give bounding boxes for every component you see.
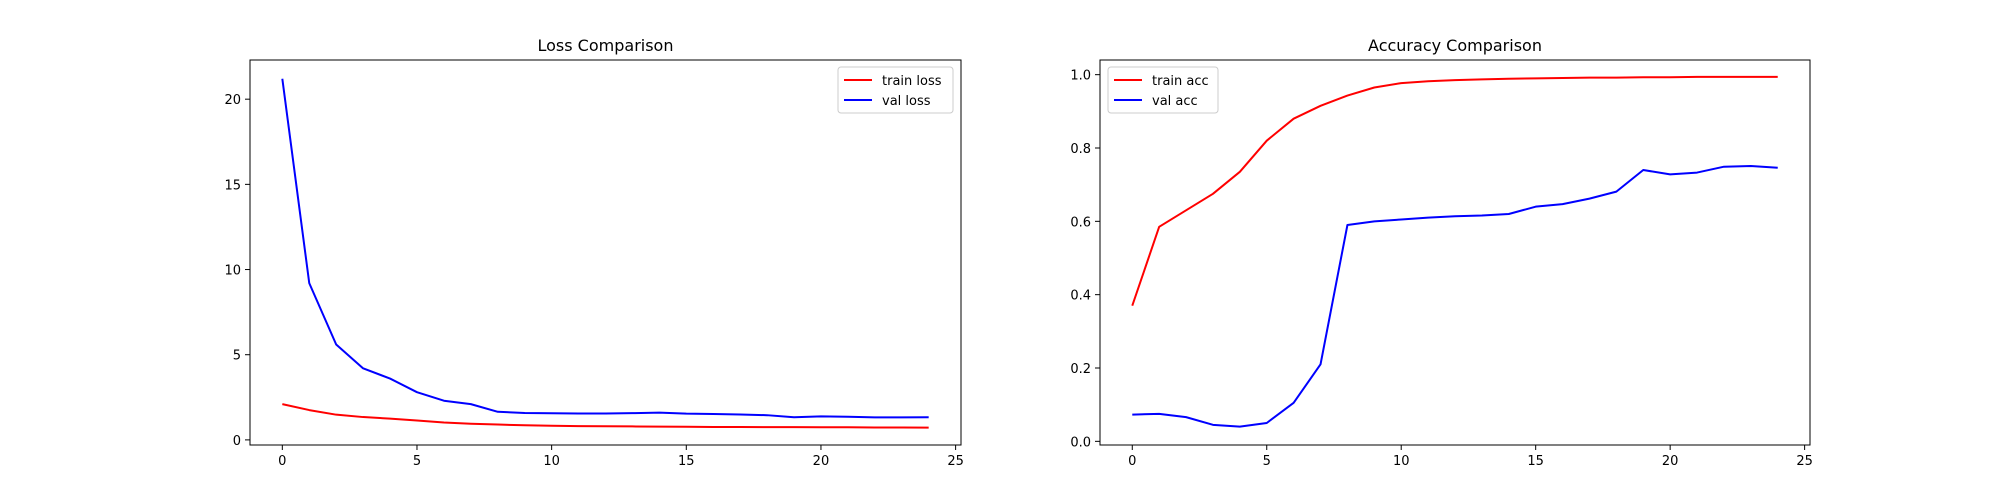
loss-plot-lines [281, 78, 929, 429]
loss-axis-ticks: 0 5 10 15 20 25 0 5 10 15 20 [224, 93, 963, 469]
accuracy-x-tick-label-0: 0 [1128, 454, 1136, 469]
loss-x-tick-label-10: 10 [543, 454, 560, 469]
accuracy-x-tick-label-15: 15 [1527, 454, 1544, 469]
series-line-val-acc [1132, 164, 1778, 428]
legend-label-val-acc: val acc [1152, 94, 1198, 109]
accuracy-y-tick-label-5: 1.0 [1070, 69, 1091, 84]
loss-y-tick-label-0: 0 [233, 434, 241, 449]
loss-y-tick-label-2: 10 [224, 264, 241, 279]
accuracy-y-tick-label-1: 0.2 [1070, 362, 1091, 377]
series-line-val-loss [281, 78, 929, 419]
legend-label-train-loss: train loss [882, 74, 942, 89]
loss-y-tick-label-3: 15 [224, 178, 241, 193]
loss-chart-title: Loss Comparison [538, 36, 674, 55]
accuracy-chart-title: Accuracy Comparison [1368, 36, 1542, 55]
legend-label-train-acc: train acc [1152, 74, 1209, 89]
series-line-train-acc [1131, 75, 1778, 306]
accuracy-y-tick-label-4: 0.8 [1070, 142, 1091, 157]
loss-x-tick-label-15: 15 [678, 454, 695, 469]
accuracy-x-tick-label-25: 25 [1796, 454, 1813, 469]
accuracy-y-tick-label-0: 0.0 [1070, 435, 1091, 450]
accuracy-y-tick-label-2: 0.4 [1070, 289, 1091, 304]
loss-x-tick-label-5: 5 [413, 454, 421, 469]
accuracy-axis-ticks: 0 5 10 15 20 25 0.0 0.2 0.4 0.6 0.8 1.0 [1070, 69, 1813, 469]
accuracy-x-tick-label-20: 20 [1662, 454, 1679, 469]
accuracy-chart: 0 5 10 15 20 25 0.0 0.2 0.4 0.6 0.8 1.0 Accuracy Co… [1070, 36, 1813, 469]
accuracy-x-tick-label-5: 5 [1263, 454, 1271, 469]
loss-y-tick-label-4: 20 [224, 93, 241, 108]
legend-label-val-loss: val loss [882, 94, 931, 109]
series-line-train-loss [282, 403, 929, 429]
accuracy-axes-frame [1099, 59, 1811, 446]
accuracy-legend: train acc val acc [1107, 66, 1219, 114]
loss-x-tick-label-20: 20 [813, 454, 830, 469]
loss-x-tick-label-0: 0 [278, 454, 286, 469]
loss-axes-frame [249, 59, 962, 446]
loss-legend: train loss val loss [837, 66, 954, 114]
accuracy-y-tick-label-3: 0.6 [1070, 215, 1091, 230]
loss-x-tick-label-25: 25 [947, 454, 964, 469]
loss-y-tick-label-1: 5 [233, 349, 241, 364]
loss-legend-box [837, 66, 954, 114]
accuracy-legend-box [1107, 66, 1219, 114]
accuracy-plot-lines [1131, 75, 1778, 428]
loss-chart: 0 5 10 15 20 25 0 5 10 15 20 Loss Comparison train… [224, 36, 963, 469]
accuracy-x-tick-label-10: 10 [1393, 454, 1410, 469]
